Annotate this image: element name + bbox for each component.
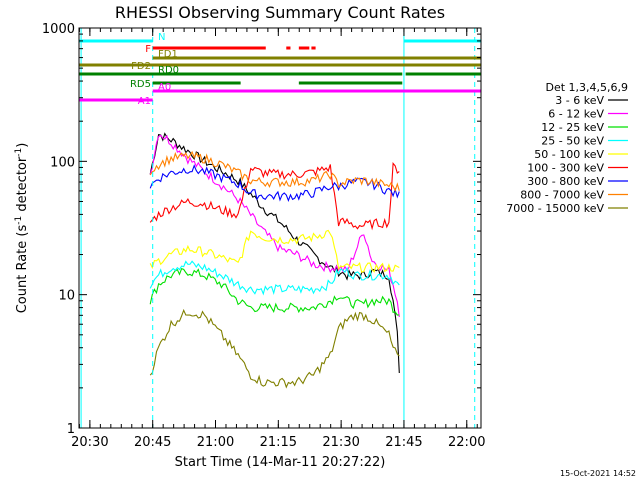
series-line: [149, 132, 400, 374]
y-tick-label: 1: [67, 422, 75, 437]
flag-label: FD1: [158, 49, 178, 60]
series-line: [149, 308, 400, 389]
legend-label: 3 - 6 keV: [555, 94, 604, 107]
y-tick-label: 100: [50, 155, 75, 170]
legend-label: 100 - 300 keV: [527, 162, 604, 175]
x-tick-label: 21:00: [197, 435, 234, 450]
x-tick-label: 21:30: [322, 435, 359, 450]
x-tick-label: 20:30: [71, 435, 108, 450]
plot-area: [80, 28, 476, 428]
footer-timestamp: 15-Oct-2021 14:52: [560, 469, 636, 478]
series-line: [149, 164, 400, 203]
flag-bars: NF FD1 FD2 RD0 RD5 A0 A1: [79, 32, 481, 107]
y-axis-label-part: ): [15, 143, 30, 148]
flag-label: A0: [158, 82, 171, 93]
plot-frame: [78, 27, 482, 429]
flag-label: RD0: [158, 65, 179, 76]
axes: 1 10 100 1000 20:30 20:45 21:00 21:15 21:30 21:45…: [42, 22, 486, 450]
y-axis-label-sup: -1: [14, 216, 24, 225]
y-tick-label: 10: [58, 289, 75, 304]
y-axis-label-sup: -1: [14, 148, 24, 157]
flag-label: A1: [138, 96, 151, 107]
flag-label: RD5: [130, 79, 151, 90]
flag-label: N: [158, 32, 165, 43]
x-tick-label: 21:45: [385, 435, 422, 450]
series-line: [149, 260, 400, 296]
series-line: [149, 268, 400, 316]
series-line: [149, 134, 400, 318]
legend-label: 25 - 50 keV: [541, 135, 604, 148]
flag-label: F: [145, 44, 151, 55]
legend-label: 6 - 12 keV: [548, 108, 604, 121]
x-axis-label: Start Time (14-Mar-11 20:27:22): [175, 455, 386, 470]
legend-label: 12 - 25 keV: [541, 121, 604, 134]
x-tick-label: 20:45: [134, 435, 171, 450]
legend-label: 800 - 7000 keV: [520, 189, 604, 202]
series-line: [149, 229, 400, 273]
y-axis-label-part: Count Rate (s: [15, 225, 30, 314]
y-axis-label: Count Rate (s-1 detector-1): [14, 143, 30, 314]
legend-label: 7000 - 15000 keV: [506, 202, 604, 215]
chart-title: RHESSI Observing Summary Count Rates: [115, 3, 445, 22]
series-line: [149, 161, 400, 231]
legend-title: Det 1,3,4,5,6,9: [545, 81, 628, 94]
series-line: [149, 150, 400, 192]
flag-label: FD2: [131, 61, 151, 72]
legend-label: 50 - 100 keV: [534, 148, 604, 161]
y-axis-label-part: detector: [15, 156, 30, 216]
y-tick-label: 1000: [42, 22, 75, 37]
x-tick-label: 22:00: [448, 435, 485, 450]
x-tick-label: 21:15: [260, 435, 297, 450]
legend-label: 300 - 800 keV: [527, 175, 604, 188]
